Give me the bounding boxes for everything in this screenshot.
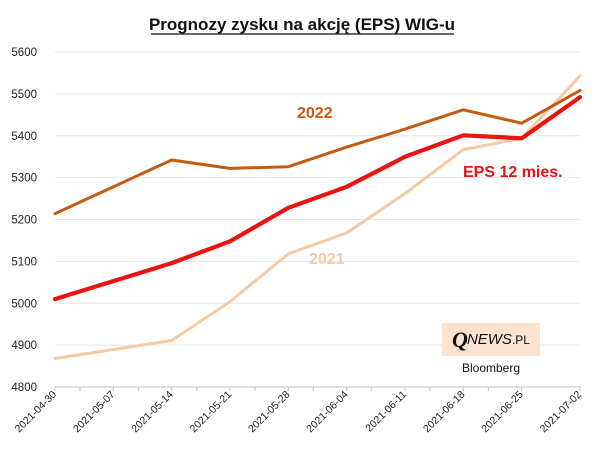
logo-q: Q	[452, 326, 468, 352]
series-label-eps-12-mies-: EPS 12 mies.	[463, 164, 563, 181]
x-tick-label: 2021-06-18	[421, 389, 468, 436]
y-tick-label: 5100	[11, 256, 37, 268]
y-tick-label: 5500	[11, 89, 37, 101]
series-lines	[52, 74, 583, 360]
series-line-eps-12-mies-	[52, 95, 583, 302]
x-tick-label: 2021-05-21	[188, 389, 235, 436]
logo-news: NEWS	[466, 331, 512, 348]
chart-title: Prognozy zysku na akcję (EPS) WIG-u	[149, 15, 455, 34]
series-label-2021: 2021	[309, 251, 345, 268]
qnews-logo: Q NEWS .PL	[442, 323, 540, 356]
series-line-2021	[53, 74, 582, 360]
series-label-2022: 2022	[297, 105, 333, 122]
y-tick-label: 5300	[11, 173, 37, 185]
x-tick-label: 2021-05-14	[129, 389, 176, 436]
series-line-2022	[53, 89, 582, 216]
x-tick-label: 2021-06-25	[479, 389, 526, 436]
source-label: Bloomberg	[461, 361, 521, 375]
x-tick-label: 2021-05-07	[71, 389, 118, 436]
x-tick-label: 2021-07-02	[538, 389, 585, 436]
y-tick-label: 5200	[11, 215, 37, 227]
series-labels: 2022 EPS 12 mies. 2021	[297, 105, 563, 268]
x-tick-label: 2021-06-04	[304, 389, 351, 436]
y-tick-label: 4800	[11, 382, 37, 394]
x-tick-label: 2021-04-30	[13, 389, 60, 436]
y-tick-label: 5400	[11, 131, 37, 143]
y-tick-label: 4900	[11, 340, 37, 352]
y-tick-label: 5600	[11, 47, 37, 59]
x-tick-label: 2021-06-11	[363, 389, 409, 435]
x-tick-label: 2021-05-28	[246, 389, 293, 436]
y-tick-label: 5000	[11, 298, 37, 310]
logo-tld: .PL	[511, 332, 530, 347]
